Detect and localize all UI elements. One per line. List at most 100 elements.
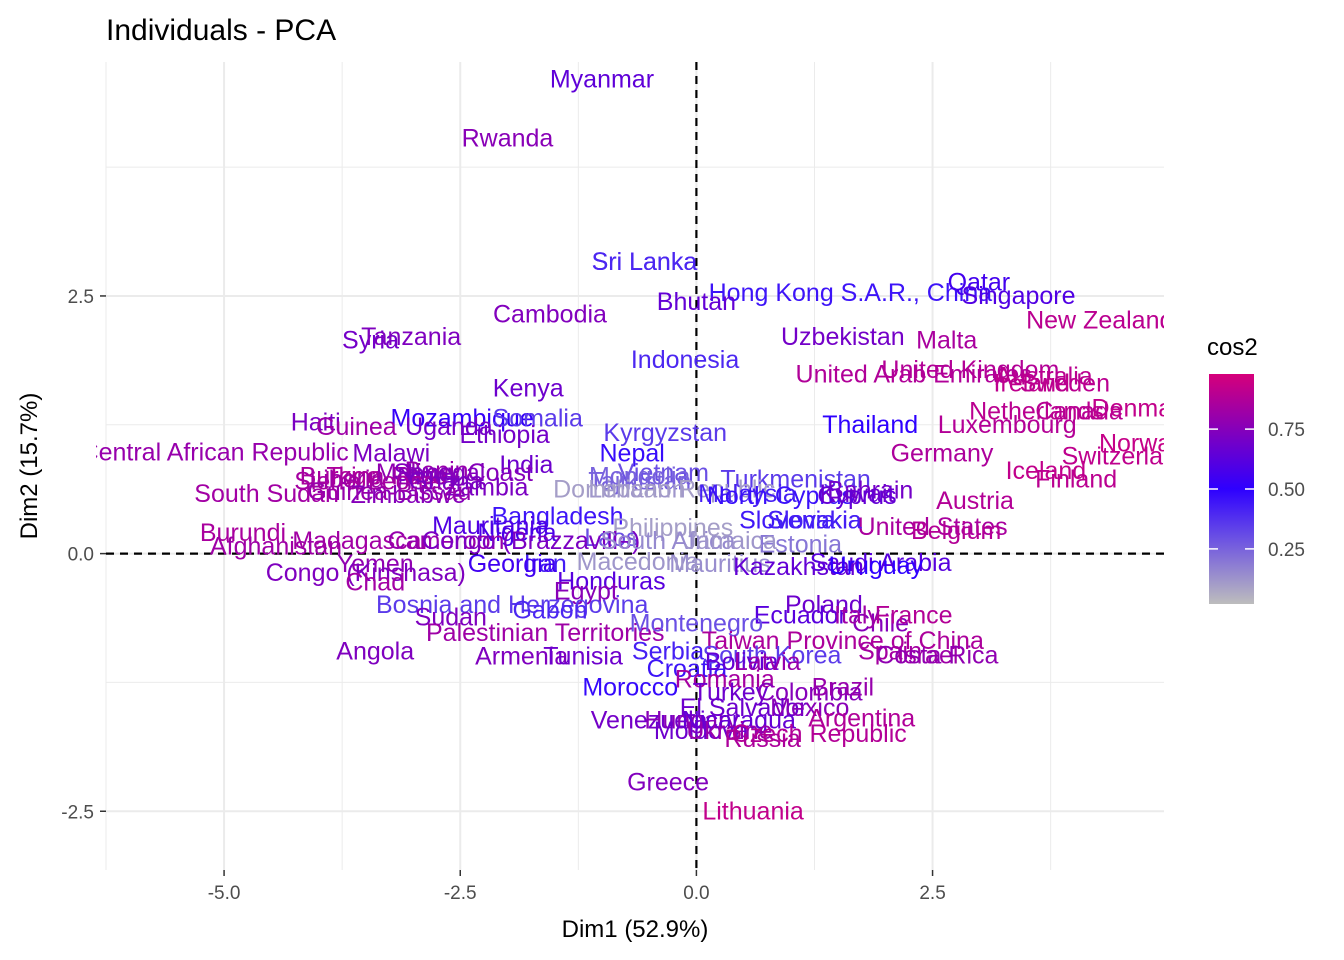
- point-label: Italy: [834, 601, 880, 629]
- point-label: Palestinian Territories: [426, 619, 665, 647]
- point-label: Togo: [326, 462, 380, 490]
- y-tick-label: -2.5: [61, 802, 94, 823]
- point-label: Zambia: [445, 474, 528, 502]
- x-tick-label: 0.0: [683, 883, 709, 904]
- y-axis-ticks: -2.5 0.0 2.5: [61, 287, 106, 823]
- point-label: El Salvador: [680, 694, 808, 722]
- point-label: Czech Republic: [732, 720, 907, 748]
- point-label: Yemen: [337, 550, 414, 578]
- point-label: Spain: [858, 638, 922, 666]
- point-label: Greece: [627, 768, 709, 796]
- point-label: Malawi: [352, 440, 430, 468]
- point-label: Armenia: [475, 643, 568, 671]
- point-label: South Sudan: [194, 480, 339, 508]
- point-label: Serbia: [632, 638, 704, 666]
- point-labels: Myanmar Rwanda Sri Lanka Hong Kong S.A.R., …: [96, 66, 1191, 826]
- point-label: Lebanon: [588, 476, 685, 504]
- point-label: Argentina: [808, 705, 915, 733]
- point-label: Slovakia: [767, 507, 862, 535]
- point-label: Slovenia: [739, 507, 835, 535]
- point-label: Mali: [376, 459, 422, 487]
- point-label: Ukraine: [686, 717, 772, 745]
- point-label: Bolivia: [705, 648, 779, 676]
- point-label: Somalia: [493, 405, 583, 433]
- point-label: Jamaica: [684, 527, 777, 555]
- point-label: Burundi: [200, 519, 286, 547]
- point-label: Turkey: [693, 679, 769, 707]
- point-label: Nigeria: [477, 519, 556, 547]
- point-label: Belgium: [911, 517, 1001, 545]
- point-label: Sri Lanka: [592, 248, 698, 276]
- point-label: Ireland: [994, 370, 1070, 398]
- point-label: Dominican Republic: [553, 476, 775, 504]
- point-label: Cameroon: [388, 527, 505, 555]
- point-label: Switzerland: [1062, 443, 1191, 471]
- point-label: Sri Lanka: [592, 248, 698, 276]
- point-label: Madagascar: [292, 527, 430, 555]
- legend-title: cos2: [1207, 334, 1258, 361]
- point-label: Uruguay: [829, 552, 924, 580]
- chart-title: Individuals - PCA: [106, 14, 336, 47]
- point-label: Gabon: [512, 596, 587, 624]
- point-label: Iran: [524, 550, 567, 578]
- point-label: Mauritania: [432, 512, 549, 540]
- point-label: Myanmar: [550, 66, 654, 94]
- point-label: Mongolia: [589, 462, 691, 490]
- point-label: Ivory Coast: [406, 459, 532, 487]
- point-label: Chile: [852, 610, 909, 638]
- point-label: Singapore: [962, 282, 1076, 310]
- point-label: Indonesia: [631, 346, 740, 374]
- point-label: Niger: [397, 462, 457, 490]
- point-label: Australia: [995, 362, 1092, 390]
- point-label: Haiti: [291, 409, 341, 437]
- point-label: Mexico: [770, 694, 849, 722]
- point-label: Vietnam: [618, 459, 709, 487]
- color-legend: cos2 0.25 0.50 0.75: [1207, 334, 1305, 604]
- point-label: Benin: [405, 457, 469, 485]
- point-label: New Zealand: [1026, 307, 1173, 335]
- point-label: Turkmenistan: [720, 465, 871, 493]
- x-tick-label: 2.5: [919, 883, 945, 904]
- point-label: Kyrgyzstan: [603, 419, 727, 447]
- point-label: Burkina Faso: [300, 462, 447, 490]
- point-label: Finland: [1035, 465, 1117, 493]
- point-label: South Korea: [702, 642, 841, 670]
- point-label: Taiwan Province of China: [702, 627, 984, 655]
- point-label: Uzbekistan: [781, 323, 905, 351]
- point-label: Zimbabwe: [351, 481, 466, 509]
- x-axis-title: Dim1 (52.9%): [562, 916, 709, 943]
- point-label: Estonia: [759, 530, 842, 558]
- point-label: Chad: [345, 568, 405, 596]
- point-label: Ecuador: [754, 601, 847, 629]
- point-label: United Arab Emirates: [796, 360, 1032, 388]
- point-label: Angola: [336, 638, 414, 666]
- point-label: Bosnia and Herzegovina: [376, 591, 648, 619]
- point-label: Cambodia: [493, 301, 607, 329]
- point-label: Liberia: [309, 465, 384, 493]
- point-label: Colombia: [757, 679, 863, 707]
- point-label: Nepal: [600, 440, 665, 468]
- point-label: Tajikistan: [588, 467, 691, 495]
- point-label: Russia: [724, 725, 801, 753]
- point-label: Germany: [891, 440, 994, 468]
- point-label: Bahrain: [827, 477, 913, 505]
- point-label: Norway: [1099, 429, 1184, 457]
- legend-tick-label: 0.75: [1268, 420, 1305, 441]
- point-label: Qatar: [948, 269, 1011, 297]
- point-label: Macedonia: [577, 548, 699, 576]
- point-label: Israel: [897, 642, 958, 670]
- point-label: Costa Rica: [876, 642, 998, 670]
- point-label: Tanzania: [361, 323, 461, 351]
- point-label: Cyprus: [817, 482, 896, 510]
- point-label: Uganda: [405, 413, 493, 441]
- point-label: Congo (Kinshasa): [266, 559, 466, 587]
- point-label: Nicaragua: [682, 707, 796, 735]
- point-label: South Africa: [601, 527, 736, 555]
- gridlines: [105, 62, 1164, 870]
- plot-panel: [106, 62, 1164, 870]
- point-label: Guinea-Bissau: [307, 478, 471, 506]
- point-label: Malaysia: [698, 480, 797, 508]
- y-tick-label: 2.5: [68, 287, 94, 308]
- point-label: Poland: [785, 591, 863, 619]
